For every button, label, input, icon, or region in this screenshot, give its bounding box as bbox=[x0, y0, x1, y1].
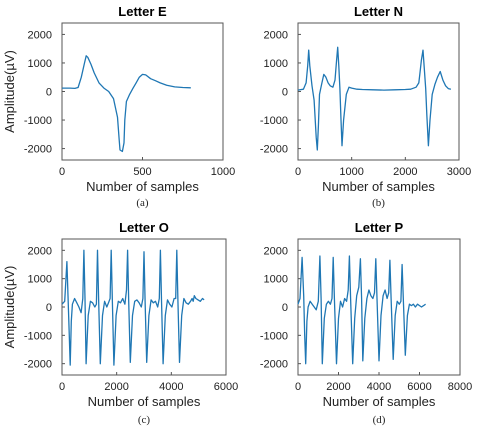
panel-caption: (a) bbox=[136, 197, 149, 209]
panel-letter-p: Letter P 0 2000 4000 6000 8000 -2000 -1000 0 1000… bbox=[260, 220, 472, 426]
panel-caption: (d) bbox=[373, 414, 386, 426]
x-tick-label: 6000 bbox=[214, 381, 238, 393]
y-tick-label: 0 bbox=[46, 302, 52, 314]
x-tick-label: 1000 bbox=[211, 166, 235, 178]
x-tick-label: 3000 bbox=[447, 166, 471, 178]
x-tick-label: 4000 bbox=[367, 381, 391, 393]
chart-title: Letter E bbox=[118, 4, 167, 19]
plot-frame bbox=[297, 22, 460, 161]
x-tick-label: 6000 bbox=[407, 381, 431, 393]
y-axis-label: Amplitude(µV) bbox=[2, 266, 17, 349]
x-tick-label: 8000 bbox=[448, 381, 472, 393]
panel-caption: (b) bbox=[372, 197, 385, 209]
chart-title: Letter P bbox=[355, 220, 404, 235]
y-tick-label: 1000 bbox=[28, 58, 52, 70]
x-axis-label: Number of samples bbox=[323, 394, 436, 409]
y-tick-label: 0 bbox=[282, 302, 288, 314]
y-tick-label: -2000 bbox=[24, 144, 52, 156]
x-tick-label: 0 bbox=[295, 166, 301, 178]
x-tick-label: 0 bbox=[59, 166, 65, 178]
y-tick-label: 2000 bbox=[28, 29, 52, 41]
y-tick-label: 1000 bbox=[28, 274, 52, 286]
panel-caption: (c) bbox=[138, 414, 151, 426]
x-tick-label: 4000 bbox=[159, 381, 183, 393]
y-tick-label: 1000 bbox=[264, 58, 288, 70]
y-axis-label: Amplitude(µV) bbox=[2, 50, 17, 133]
signal-line bbox=[61, 249, 205, 366]
signal-line bbox=[297, 255, 426, 365]
plot-frame bbox=[61, 22, 224, 161]
y-tick-label: -1000 bbox=[260, 330, 288, 342]
y-tick-label: 2000 bbox=[264, 29, 288, 41]
panel-letter-n: Letter N 0 1000 2000 3000 -2000 -1000 0 1000 2000… bbox=[260, 4, 471, 209]
x-tick-label: 1000 bbox=[339, 166, 363, 178]
chart-title: Letter N bbox=[354, 4, 403, 19]
panel-letter-e: Letter E 0 500 1000 -2000 -1000 0 1000 2000 Numbe… bbox=[2, 4, 235, 209]
x-axis-label: Number of samples bbox=[88, 394, 201, 409]
panel-letter-o: Letter O 0 2000 4000 6000 -2000 -1000 0 1000 2000… bbox=[2, 220, 238, 426]
y-tick-label: -1000 bbox=[24, 115, 52, 127]
y-tick-label: -2000 bbox=[260, 359, 288, 371]
y-tick-label: 0 bbox=[46, 87, 52, 99]
y-tick-label: -1000 bbox=[260, 115, 288, 127]
x-tick-label: 2000 bbox=[326, 381, 350, 393]
x-tick-label: 2000 bbox=[393, 166, 417, 178]
y-tick-label: 1000 bbox=[264, 274, 288, 286]
signal-line bbox=[62, 55, 191, 153]
y-tick-label: -1000 bbox=[24, 330, 52, 342]
y-tick-label: -2000 bbox=[24, 359, 52, 371]
chart-title: Letter O bbox=[119, 220, 169, 235]
x-axis-label: Number of samples bbox=[322, 179, 435, 194]
x-tick-label: 2000 bbox=[104, 381, 128, 393]
x-tick-label: 0 bbox=[59, 381, 65, 393]
y-tick-label: 2000 bbox=[264, 245, 288, 257]
y-tick-label: 0 bbox=[282, 87, 288, 99]
x-tick-label: 0 bbox=[295, 381, 301, 393]
y-tick-label: -2000 bbox=[260, 144, 288, 156]
x-tick-label: 500 bbox=[133, 166, 151, 178]
x-axis-label: Number of samples bbox=[86, 179, 199, 194]
signal-line bbox=[297, 46, 452, 151]
y-tick-label: 2000 bbox=[28, 245, 52, 257]
